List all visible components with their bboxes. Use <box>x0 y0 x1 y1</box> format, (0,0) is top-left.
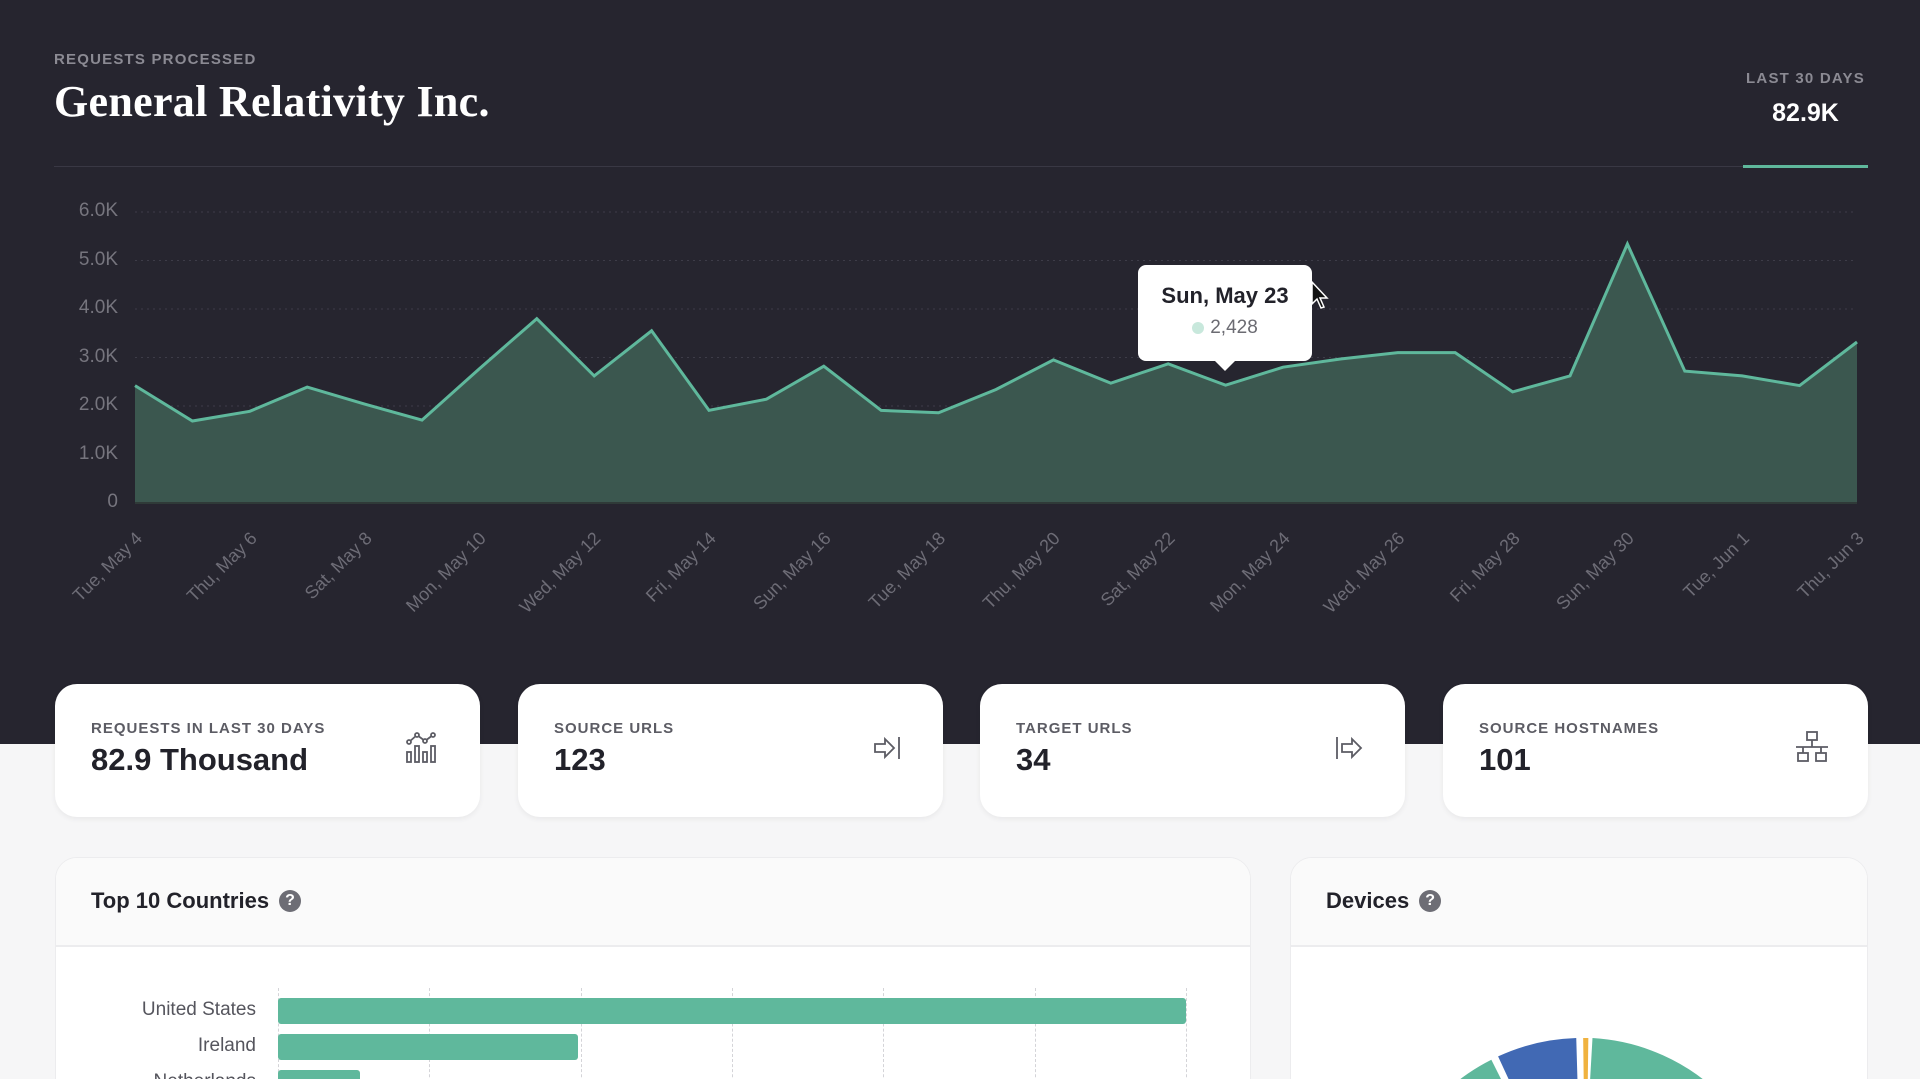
countries-title: Top 10 Countries <box>91 888 270 913</box>
range-tab-last-30-days[interactable]: LAST 30 DAYS 82.9K <box>1743 70 1868 128</box>
y-tick-label: 3.0K <box>78 345 118 367</box>
stat-value: 82.9 Thousand <box>91 742 309 777</box>
chart-tooltip: Sun, May 23 2,428 <box>1138 265 1312 371</box>
y-tick-label: 1.0K <box>78 442 118 464</box>
tooltip-value: 2,428 <box>1210 317 1258 338</box>
stat-card-target-urls[interactable]: TARGET URLS 34 <box>980 684 1405 817</box>
country-label: United States <box>141 999 256 1020</box>
country-label: Netherlands <box>56 1071 256 1079</box>
y-tick-label: 4.0K <box>78 297 118 318</box>
arrow-out-icon <box>1336 736 1363 760</box>
panel-header: Devices ? <box>1291 858 1867 947</box>
mouse-cursor-icon <box>1311 280 1329 309</box>
y-tick-label: 6.0K <box>78 200 118 221</box>
network-icon <box>1796 731 1828 762</box>
gridline <box>429 988 431 1079</box>
area-fill <box>135 244 1857 503</box>
help-icon[interactable]: ? <box>1419 890 1442 912</box>
range-active-indicator <box>1743 165 1868 168</box>
panel-title: Top 10 Countries ? <box>91 888 302 914</box>
stat-card-source-urls[interactable]: SOURCE URLS 123 <box>518 684 943 817</box>
y-tick-label: 0 <box>107 491 118 512</box>
country-bar[interactable] <box>278 1034 578 1060</box>
country-bar[interactable] <box>278 998 1186 1024</box>
stat-card-source-hostnames[interactable]: SOURCE HOSTNAMES 101 <box>1443 684 1868 817</box>
y-tick-label: 5.0K <box>78 248 118 270</box>
series-line <box>134 240 1858 423</box>
stat-value: 101 <box>1479 742 1531 777</box>
gridline <box>1186 988 1187 1079</box>
gridline <box>732 988 733 1079</box>
chart-bars-line-icon <box>406 732 436 763</box>
gridline <box>883 988 885 1079</box>
gridline <box>278 988 279 1079</box>
stat-label: SOURCE HOSTNAMES <box>1479 720 1660 737</box>
page-title: General Relativity Inc. <box>54 77 490 126</box>
tooltip-value-row: 2,428 <box>1138 317 1312 339</box>
y-tick-label: 2.0K <box>78 394 118 415</box>
stat-label: SOURCE URLS <box>554 720 675 737</box>
panel-title: Devices ? <box>1326 888 1442 914</box>
gridline <box>580 988 582 1079</box>
stat-card-requests[interactable]: REQUESTS IN LAST 30 DAYS 82.9 Thousand <box>55 684 480 817</box>
country-bar[interactable] <box>278 1070 360 1079</box>
stat-label: TARGET URLS <box>1016 720 1133 737</box>
devices-donut-chart[interactable] <box>1291 948 1868 1079</box>
gridline <box>1034 988 1036 1079</box>
devices-title: Devices <box>1326 888 1410 913</box>
range-value: 82.9K <box>1772 99 1839 127</box>
header-divider <box>54 166 1868 167</box>
help-icon[interactable]: ? <box>279 890 302 912</box>
devices-panel: Devices ? <box>1290 857 1868 1079</box>
arrow-in-icon <box>874 736 900 760</box>
stat-label: REQUESTS IN LAST 30 DAYS <box>91 720 326 737</box>
panel-header: Top 10 Countries ? <box>56 858 1250 947</box>
tooltip-date: Sun, May 23 <box>1161 283 1289 308</box>
countries-panel: Top 10 Countries ? United States Ireland N… <box>55 857 1251 1079</box>
range-label: LAST 30 DAYS <box>1746 70 1865 87</box>
stat-value: 34 <box>1016 742 1051 777</box>
requests-area-chart[interactable] <box>0 0 1920 744</box>
stat-value: 123 <box>554 742 606 777</box>
section-eyebrow: REQUESTS PROCESSED <box>54 51 257 68</box>
country-label: Ireland <box>197 1035 256 1056</box>
series-dot-icon <box>1192 322 1205 334</box>
